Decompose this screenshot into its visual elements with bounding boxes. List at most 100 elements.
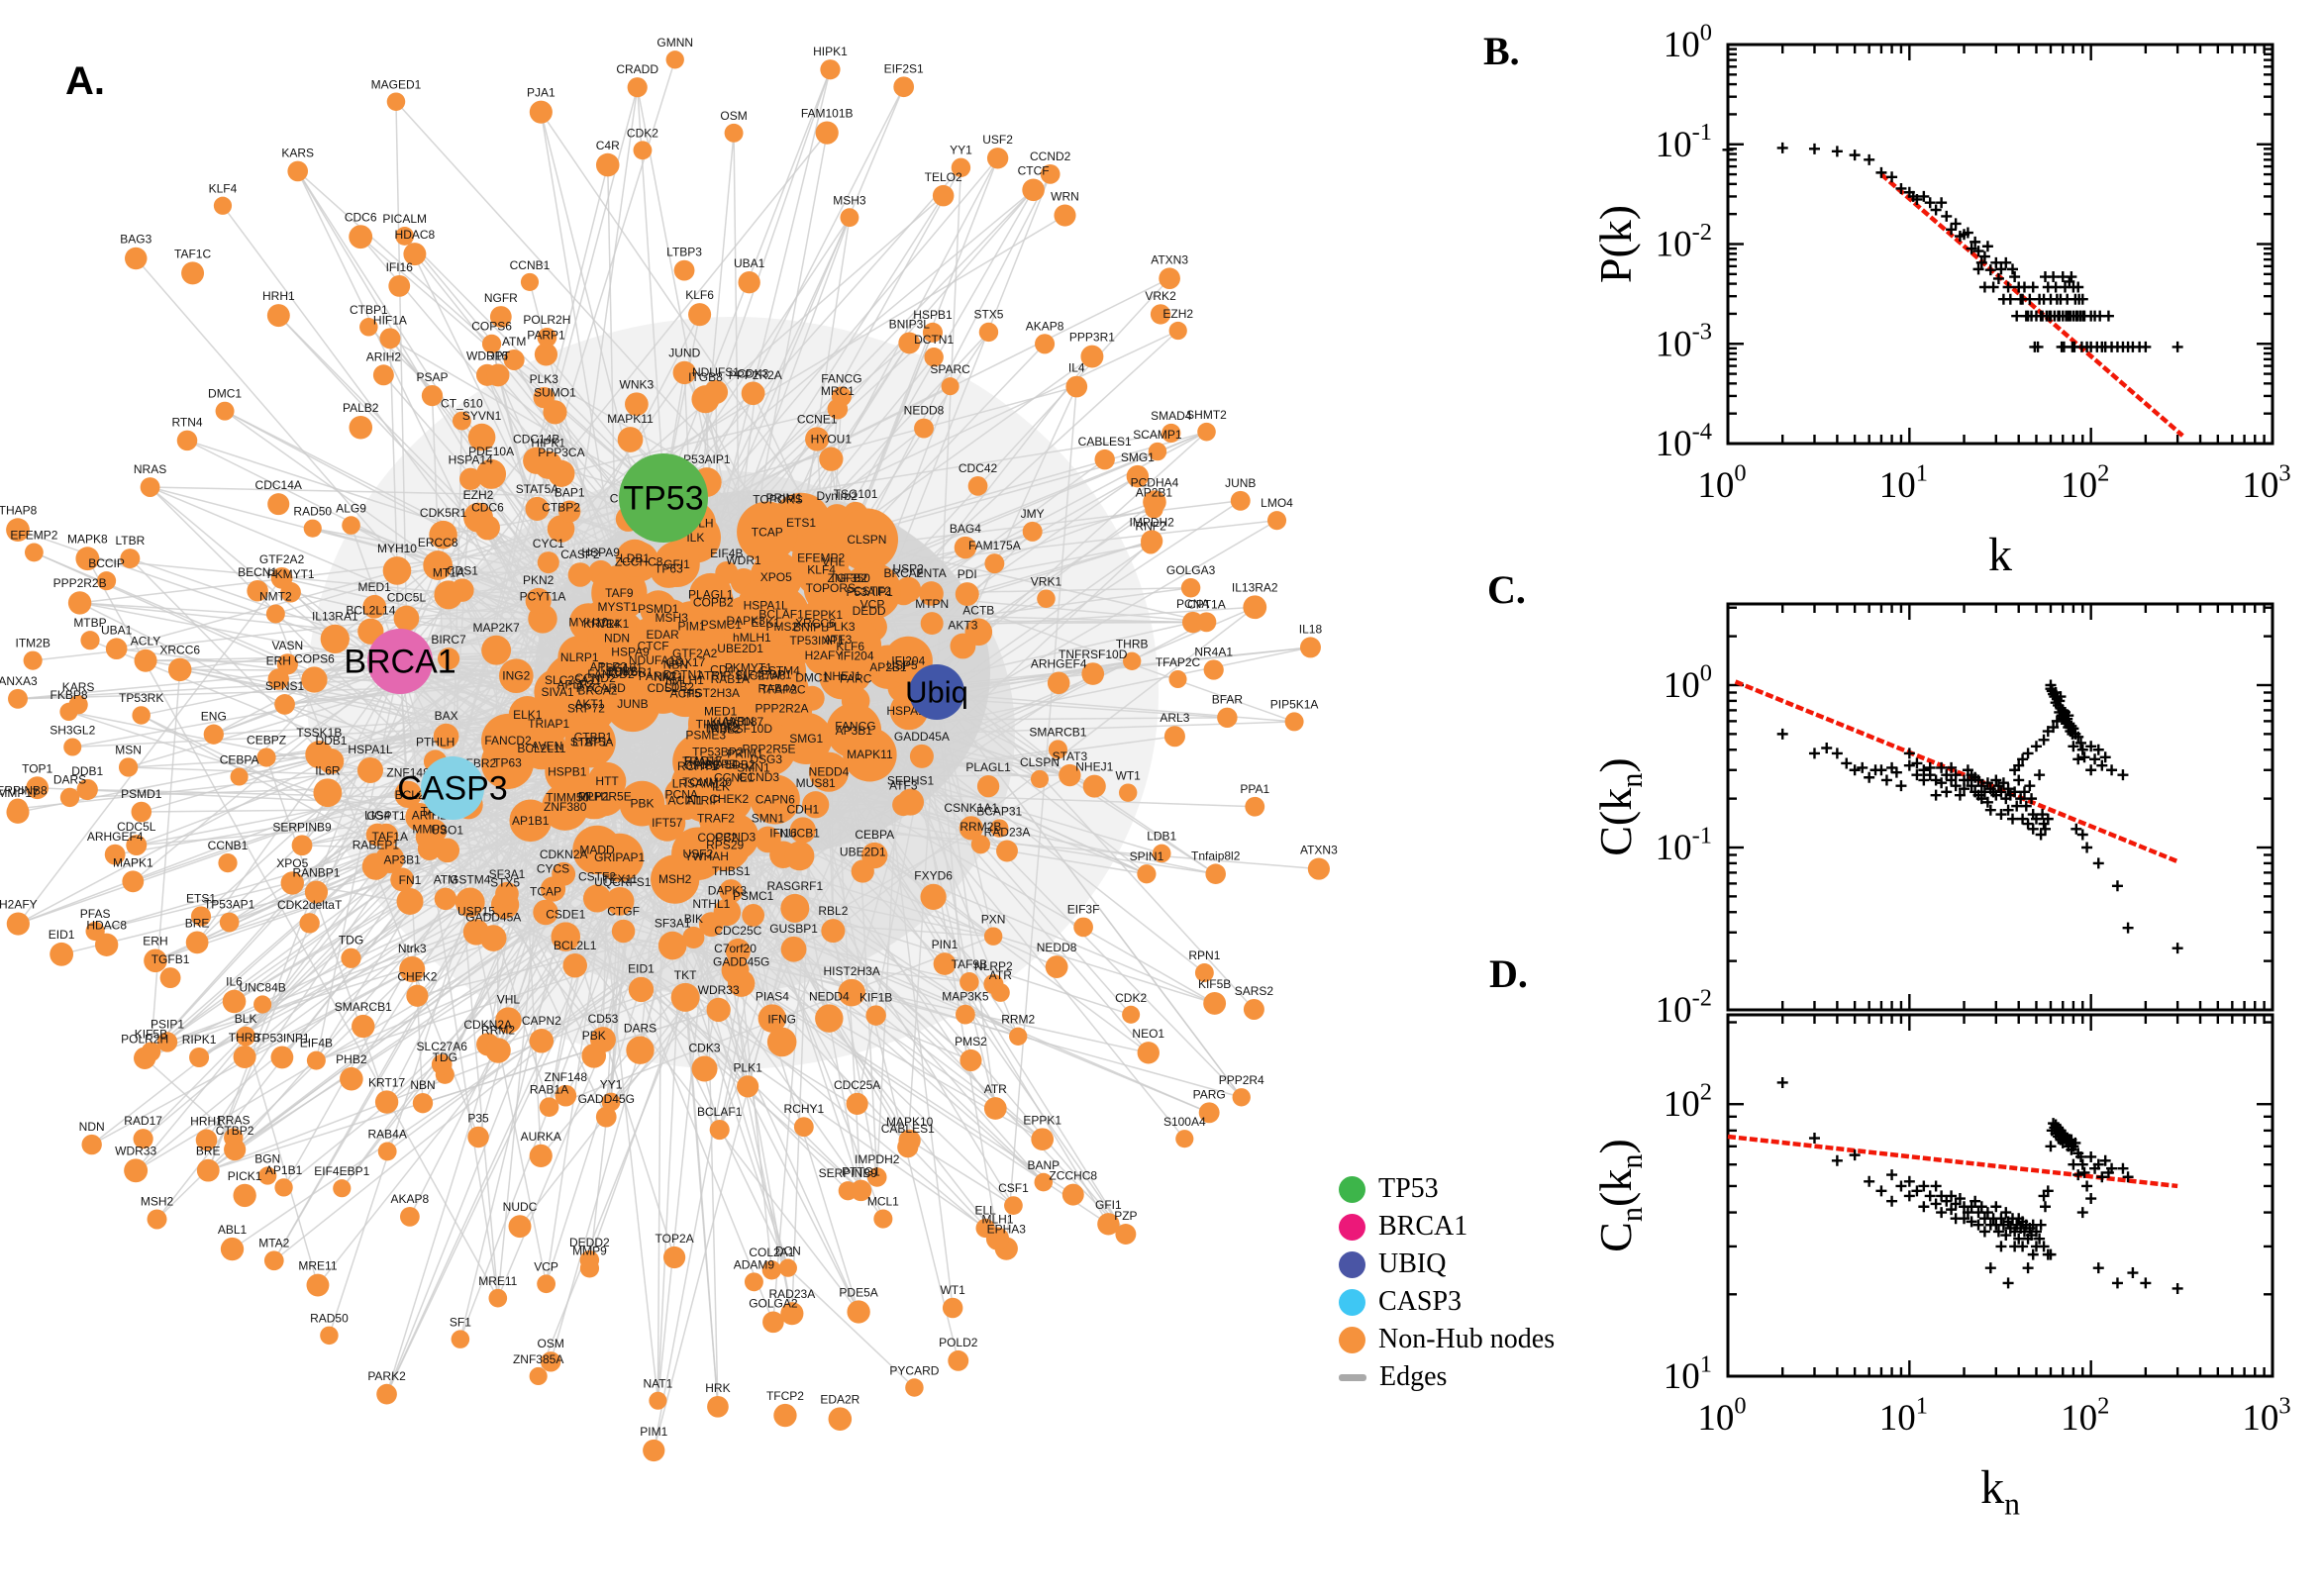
gene-label: NUDC [503, 1200, 538, 1214]
gene-label: XPO5 [276, 856, 308, 870]
y-axis-label: Cn(kn) [1590, 1139, 1649, 1252]
non-hub-node [141, 1042, 161, 1062]
tick-label: 10-1 [1656, 822, 1712, 868]
gene-label: KLF4 [209, 182, 238, 196]
gene-label: IMPDH2 [1129, 515, 1174, 529]
gene-label: SARS2 [1235, 984, 1274, 998]
non-hub-node [388, 274, 411, 297]
gene-label: CDS1 [447, 563, 478, 577]
gene-label: VCP [860, 597, 885, 611]
gene-label: MUS81 [796, 776, 836, 790]
non-hub-node [780, 936, 807, 962]
non-hub-node [533, 899, 558, 926]
gene-label: SF1 [450, 1315, 471, 1329]
gene-label: MAPK11 [607, 412, 654, 426]
non-hub-node [485, 1038, 511, 1063]
gene-label: GTF2A2 [259, 552, 305, 566]
gene-label: DAPK3 [708, 884, 748, 898]
tick-label: 10-4 [1656, 418, 1712, 464]
non-hub-node [555, 1084, 577, 1107]
non-hub-node [744, 1272, 763, 1292]
non-hub-node [976, 774, 1000, 798]
gene-label: MRC1 [821, 384, 855, 398]
non-hub-node [762, 1311, 784, 1334]
non-hub-node [270, 1046, 294, 1069]
gene-label: SLC27A6 [417, 1040, 468, 1053]
gene-label: TNFRSF10D [1059, 648, 1128, 661]
non-hub-node [147, 1209, 167, 1230]
non-hub-node [118, 757, 139, 777]
non-hub-node [778, 1258, 797, 1277]
gene-label: CD53 [588, 1012, 619, 1026]
legend-label: BRCA1 [1378, 1211, 1468, 1242]
gene-label: LRSAM1 [672, 777, 720, 791]
gene-label: PBK [582, 1029, 606, 1043]
non-hub-node [390, 867, 415, 892]
gene-label: PPP2R5E [578, 789, 632, 803]
gene-label: USF2 [682, 847, 713, 860]
chart-panel-c: 100 10-1 10-2 C(kn) [1590, 602, 2274, 1031]
gene-label: MSH2 [658, 872, 692, 886]
gene-label: GINS2 [684, 758, 720, 772]
non-hub-node [176, 430, 198, 451]
non-hub-node [898, 332, 921, 354]
non-hub-node [873, 1209, 893, 1229]
gene-label: MLH1 [578, 789, 610, 803]
gene-label: ERH [266, 653, 291, 667]
non-hub-node [382, 556, 412, 585]
gene-label: RAD17 [124, 1114, 162, 1128]
non-hub-node [280, 871, 304, 895]
gene-label: NDN [79, 1120, 105, 1134]
gene-label: UBE2D1 [717, 642, 763, 655]
gene-label: PIAS4 [756, 989, 789, 1003]
non-hub-node [539, 1097, 559, 1118]
non-hub-node [541, 1351, 561, 1372]
gene-label: KLF6 [685, 288, 714, 302]
non-hub-node [394, 780, 422, 808]
non-hub-node [617, 427, 644, 452]
gene-label: GUSBP1 [769, 922, 818, 936]
gene-label: ACLY [131, 635, 160, 648]
gene-label: GADD45G [713, 955, 769, 969]
gene-label: SF3A1 [655, 917, 691, 931]
gene-label: VRK1 [1031, 574, 1062, 588]
non-hub-node [24, 543, 44, 562]
non-hub-node [467, 1126, 489, 1148]
non-hub-node [403, 243, 427, 266]
non-hub-node [423, 550, 454, 580]
gene-label: TP53INP1 [254, 1032, 310, 1046]
non-hub-node [657, 931, 687, 960]
gene-label: UQCRFS1 [594, 875, 652, 889]
non-hub-node [306, 1273, 330, 1297]
gene-label: PLK3 [530, 372, 559, 386]
gene-label: RANBP1 [292, 865, 340, 879]
non-hub-node [349, 415, 373, 440]
non-hub-node [534, 343, 558, 366]
non-hub-node [808, 751, 850, 792]
non-hub-node [406, 984, 429, 1007]
gene-label: DDB1 [71, 764, 103, 778]
gene-label: CEBPZ [247, 733, 286, 747]
non-hub-node [1198, 1102, 1220, 1124]
node-swatch-icon [1339, 1250, 1365, 1278]
non-hub-node [826, 703, 882, 758]
legend-item-tp53: TP53 [1339, 1170, 1555, 1208]
panel-label-d: D. [1489, 951, 1528, 996]
non-hub-node [954, 536, 977, 559]
non-hub-node [985, 1227, 1010, 1250]
non-hub-node [1148, 442, 1167, 461]
non-hub-node [706, 997, 731, 1023]
non-hub-node [159, 967, 181, 989]
non-hub-node [1047, 671, 1070, 695]
gene-label: CTBP1 [350, 303, 388, 317]
non-hub-node [755, 826, 781, 853]
gene-label: HDAC8 [86, 919, 127, 933]
gene-label: GSTM4 [450, 873, 491, 887]
gene-label: CDK5R1 [420, 506, 467, 520]
legend: TP53 BRCA1 UBIQ CASP3 Non-Hub nodes Edges [1339, 1170, 1555, 1396]
gene-label: JMY [1021, 507, 1045, 521]
non-hub-node [131, 801, 152, 823]
gene-label: TFAP2C [1156, 655, 1201, 669]
non-hub-node [1196, 612, 1217, 633]
